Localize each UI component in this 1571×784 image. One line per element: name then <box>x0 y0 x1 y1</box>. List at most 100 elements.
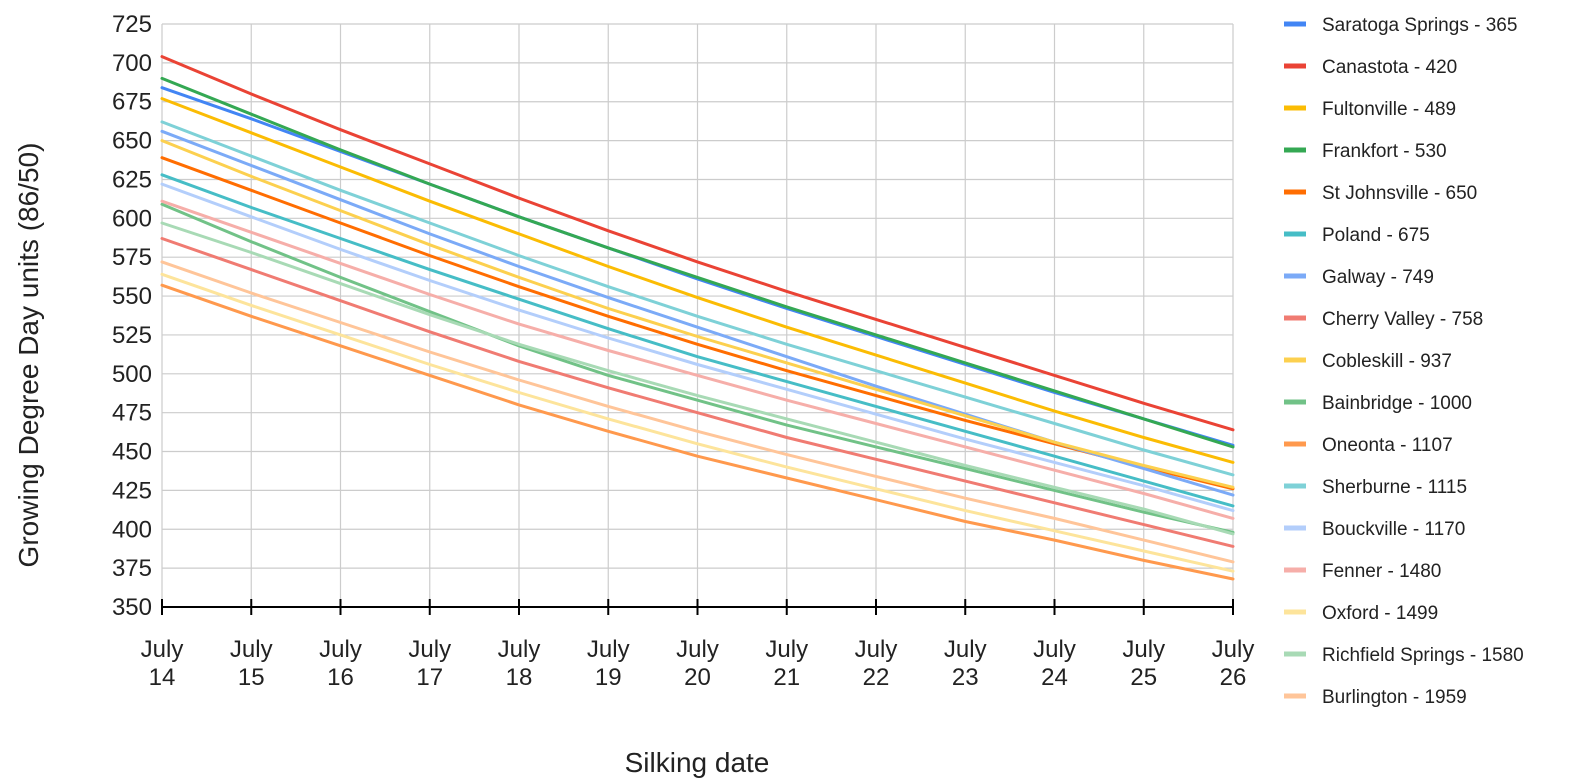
y-tick-label: 375 <box>112 555 152 582</box>
y-tick-label: 350 <box>112 594 152 621</box>
y-tick-label: 625 <box>112 166 152 193</box>
y-tick-label: 675 <box>112 89 152 116</box>
series-line <box>160 173 1235 508</box>
y-tick-label: 450 <box>112 439 152 466</box>
series-line <box>160 202 1235 534</box>
legend-label: Cobleskill - 937 <box>1322 351 1452 372</box>
legend-item[interactable]: Oxford - 1499 <box>1284 603 1438 624</box>
legend-label: Canastota - 420 <box>1322 57 1457 78</box>
y-tick-label: 700 <box>112 50 152 77</box>
y-axis-title: Growing Degree Day units (86/50) <box>13 143 44 568</box>
legend-label: Fenner - 1480 <box>1322 561 1441 582</box>
legend-label: Oxford - 1499 <box>1322 603 1438 624</box>
legend-label: Oneonta - 1107 <box>1322 435 1453 456</box>
legend-item[interactable]: Oneonta - 1107 <box>1284 435 1453 456</box>
legend-swatch <box>1284 21 1306 27</box>
x-tick-label: July 18 <box>498 636 541 691</box>
legend-item[interactable]: Cobleskill - 937 <box>1284 351 1452 372</box>
legend-swatch <box>1284 693 1306 699</box>
y-tick-label: 400 <box>112 516 152 543</box>
legend-label: Sherburne - 1115 <box>1322 477 1467 498</box>
series-line <box>160 283 1235 581</box>
legend-label: Burlington - 1959 <box>1322 687 1467 708</box>
legend-swatch <box>1284 231 1306 237</box>
legend-item[interactable]: Bainbridge - 1000 <box>1284 393 1472 414</box>
x-tick-label: July 16 <box>319 636 362 691</box>
x-tick-label: July 26 <box>1212 636 1255 691</box>
y-tick-label: 575 <box>112 244 152 271</box>
legend-swatch <box>1284 315 1306 321</box>
x-tick-label: July 19 <box>587 636 630 691</box>
y-tick-label: 525 <box>112 322 152 349</box>
x-tick-label: July 23 <box>944 636 987 691</box>
legend-swatch <box>1284 609 1306 615</box>
legend-label: Bouckville - 1170 <box>1322 519 1465 540</box>
y-tick-label: 600 <box>112 205 152 232</box>
legend-label: Poland - 675 <box>1322 225 1430 246</box>
axes: 350 375 400 425 450 475 500 525 550 575 600 625 650 6… <box>112 11 1254 691</box>
legend-swatch <box>1284 105 1306 111</box>
legend-item[interactable]: Fultonville - 489 <box>1284 99 1456 120</box>
series-line <box>160 272 1235 573</box>
legend-swatch <box>1284 273 1306 279</box>
legend-item[interactable]: Canastota - 420 <box>1284 57 1457 78</box>
series-line <box>160 199 1235 520</box>
x-tick-label: July 21 <box>765 636 808 691</box>
y-tick-label: 725 <box>112 11 152 38</box>
legend-swatch <box>1284 63 1306 69</box>
legend-item[interactable]: Sherburne - 1115 <box>1284 477 1467 498</box>
legend-item[interactable]: Richfield Springs - 1580 <box>1284 645 1524 666</box>
legend-swatch <box>1284 189 1306 195</box>
series-lines <box>160 55 1235 581</box>
legend-label: Fultonville - 489 <box>1322 99 1456 120</box>
legend-swatch <box>1284 567 1306 573</box>
legend-swatch <box>1284 483 1306 489</box>
series-line <box>160 76 1235 449</box>
y-tick-label: 500 <box>112 361 152 388</box>
legend-label: Galway - 749 <box>1322 267 1434 288</box>
legend-swatch <box>1284 651 1306 657</box>
y-tick-label: 650 <box>112 128 152 155</box>
y-tick-label: 475 <box>112 400 152 427</box>
legend-item[interactable]: Fenner - 1480 <box>1284 561 1441 582</box>
legend-label: Frankfort - 530 <box>1322 141 1447 162</box>
series-line <box>160 156 1235 491</box>
legend-item[interactable]: Bouckville - 1170 <box>1284 519 1465 540</box>
legend-swatch <box>1284 147 1306 153</box>
series-line <box>160 139 1235 489</box>
series-line <box>160 260 1235 564</box>
x-tick-label: July 14 <box>141 636 184 691</box>
legend-item[interactable]: Burlington - 1959 <box>1284 687 1467 708</box>
legend-label: Saratoga Springs - 365 <box>1322 15 1517 36</box>
legend-item[interactable]: St Johnsville - 650 <box>1284 183 1477 204</box>
legend-swatch <box>1284 525 1306 531</box>
legend-item[interactable]: Saratoga Springs - 365 <box>1284 15 1517 36</box>
series-line <box>160 97 1235 464</box>
series-line <box>160 55 1235 432</box>
legend-label: Bainbridge - 1000 <box>1322 393 1472 414</box>
legend-label: Cherry Valley - 758 <box>1322 309 1483 330</box>
legend-swatch <box>1284 441 1306 447</box>
x-tick-label: July 17 <box>408 636 451 691</box>
series-line <box>160 120 1235 477</box>
legend: Saratoga Springs - 365 Canastota - 420 Ful… <box>1284 15 1524 708</box>
gridlines <box>161 23 1234 607</box>
x-tick-label: July 20 <box>676 636 719 691</box>
series-line <box>160 221 1235 536</box>
series-line <box>160 237 1235 548</box>
legend-swatch <box>1284 399 1306 405</box>
legend-swatch <box>1284 357 1306 363</box>
x-tick-label: July 24 <box>1033 636 1076 691</box>
x-tick-label: July 15 <box>230 636 273 691</box>
legend-label: St Johnsville - 650 <box>1322 183 1477 204</box>
legend-item[interactable]: Frankfort - 530 <box>1284 141 1447 162</box>
legend-item[interactable]: Galway - 749 <box>1284 267 1434 288</box>
legend-item[interactable]: Cherry Valley - 758 <box>1284 309 1483 330</box>
x-tick-label: July 22 <box>855 636 898 691</box>
series-line <box>160 182 1235 513</box>
y-tick-label: 550 <box>112 283 152 310</box>
y-tick-label: 425 <box>112 477 152 504</box>
legend-item[interactable]: Poland - 675 <box>1284 225 1430 246</box>
legend-label: Richfield Springs - 1580 <box>1322 645 1524 666</box>
